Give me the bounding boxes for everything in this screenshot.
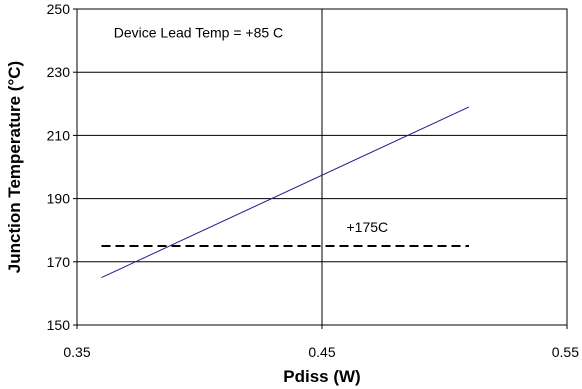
y-axis-title: Junction Temperature (°C) <box>5 61 24 273</box>
x-axis-ticks: 0.35 0.45 0.55 <box>63 325 579 360</box>
x-tick-label: 0.35 <box>63 344 90 360</box>
y-tick-label: 230 <box>47 64 71 80</box>
x-tick-label: 0.45 <box>308 344 335 360</box>
series-layer <box>101 106 470 279</box>
x-tick-label: 0.55 <box>552 344 579 360</box>
y-tick-label: 190 <box>47 191 71 207</box>
x-axis-title: Pdiss (W) <box>283 367 360 386</box>
y-axis-ticks: 150 170 190 210 230 250 <box>47 1 77 333</box>
y-tick-label: 210 <box>47 127 71 143</box>
annotation-label: Device Lead Temp = +85 C <box>114 24 283 40</box>
annotation-label: +175C <box>347 219 389 235</box>
y-tick-label: 150 <box>47 317 71 333</box>
annotations: Device Lead Temp = +85 C +175C <box>114 24 388 234</box>
junction-temp-line <box>101 106 470 279</box>
y-tick-label: 250 <box>47 1 71 17</box>
y-tick-label: 170 <box>47 254 71 270</box>
grid <box>77 9 567 325</box>
